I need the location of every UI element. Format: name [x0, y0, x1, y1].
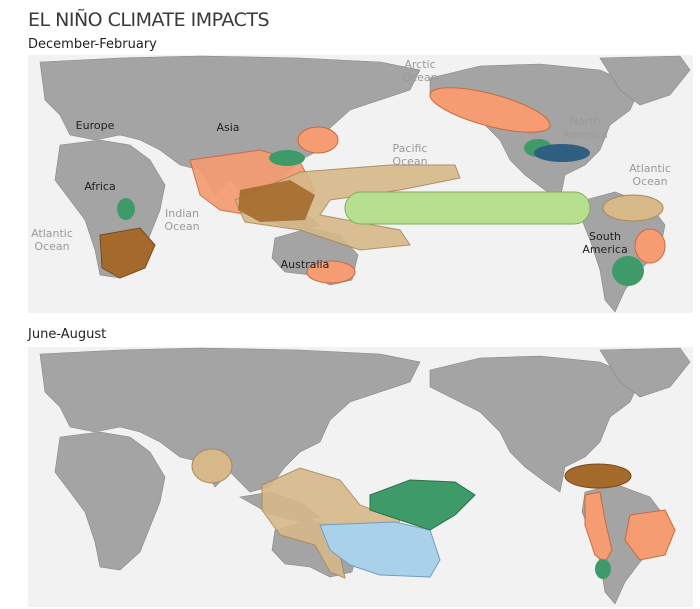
map-label: Pacific Ocean [392, 142, 427, 168]
period-label: June-August [27, 327, 106, 342]
map-label: Atlantic Ocean [31, 227, 73, 253]
impact-region [238, 180, 315, 222]
map-label-line: Asia [216, 121, 239, 134]
map-label-line: North [570, 115, 601, 128]
map-label-line: Atlantic [31, 227, 73, 240]
map-label-line: Atlantic [629, 162, 671, 175]
map-label: Atlantic Ocean [629, 162, 671, 188]
map-label-line: Ocean [632, 175, 667, 188]
map-label-line: South [589, 230, 621, 243]
impact-region [612, 256, 644, 286]
map-label: Arctic Ocean [402, 58, 437, 84]
map [28, 347, 693, 607]
impact-region [117, 198, 135, 220]
impact-region [344, 191, 591, 225]
impact-region [595, 559, 611, 579]
map-label-line: Arctic [404, 58, 435, 71]
impact-region [534, 144, 590, 162]
map-label-line: America [562, 128, 607, 141]
impact-region [306, 260, 356, 284]
map-label-line: Africa [84, 180, 115, 193]
impact-region [624, 509, 676, 561]
map-label: Indian Ocean [164, 207, 199, 233]
impact-region [99, 227, 156, 279]
impact-region [319, 521, 441, 578]
map-label-line: Ocean [34, 240, 69, 253]
impact-region [429, 87, 551, 133]
map-label-line: Ocean [164, 220, 199, 233]
impact-region [369, 479, 476, 531]
impact-region [297, 126, 339, 154]
impact-region [634, 228, 666, 264]
map-label: Australia [281, 258, 330, 271]
impact-region [564, 463, 632, 489]
impact-region [584, 491, 613, 563]
map-label-line: Indian [165, 207, 199, 220]
period-label: December-February [28, 37, 157, 52]
map-label: Asia [216, 121, 239, 134]
impact-region [191, 448, 233, 484]
title: EL NIÑO CLIMATE IMPACTS [28, 8, 269, 31]
map-label-line: Ocean [402, 71, 437, 84]
map-label-line: America [582, 243, 627, 256]
map-label: Europe [76, 119, 115, 132]
map-label-line: Ocean [392, 155, 427, 168]
map-label: South America [582, 230, 627, 256]
map-label: North America [562, 115, 607, 141]
impact-region [269, 150, 305, 166]
impact-region [602, 194, 664, 222]
map-label-line: Australia [281, 258, 330, 271]
map-label-line: Europe [76, 119, 115, 132]
map-label: Africa [84, 180, 115, 193]
map-label-line: Pacific [393, 142, 428, 155]
